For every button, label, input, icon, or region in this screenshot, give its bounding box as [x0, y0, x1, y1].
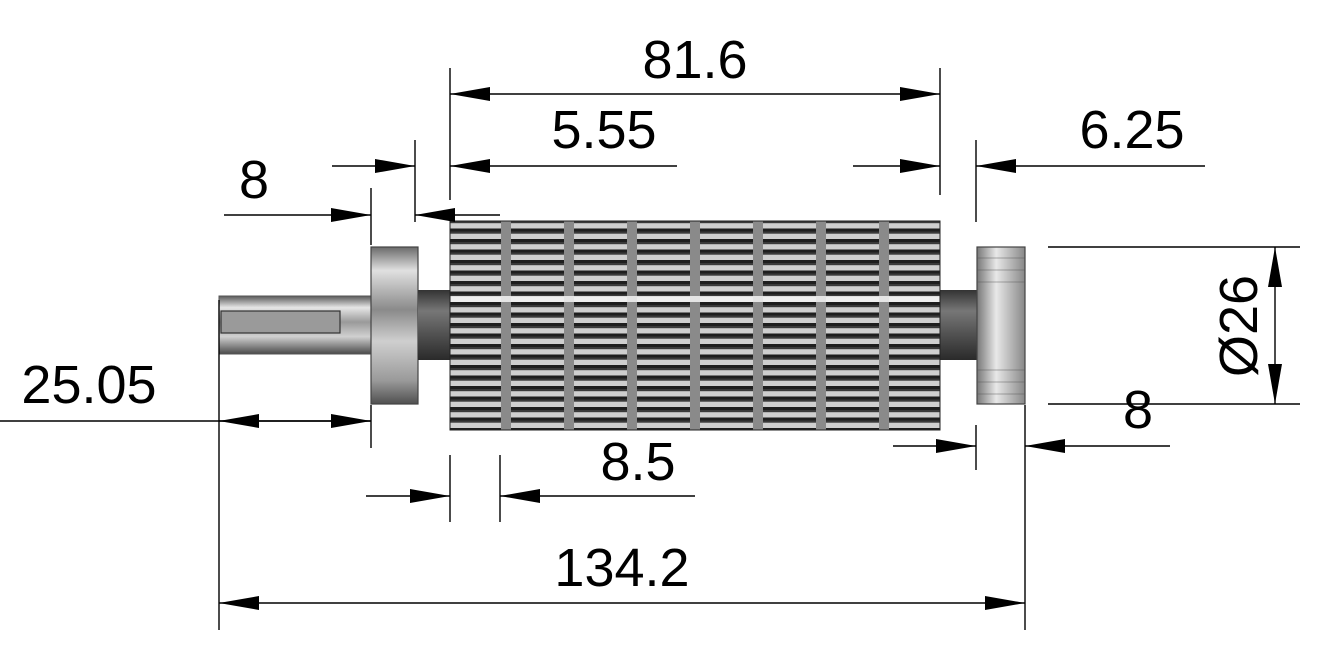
knurl-ring — [574, 221, 627, 430]
label-left-collar: 8 — [239, 150, 269, 210]
dimension-lines — [0, 68, 1300, 630]
dimension-labels: 81.6 5.55 6.25 8 25.05 8 8.5 134.2 Ø26 — [21, 30, 1269, 598]
right-neck — [940, 290, 977, 360]
knurl-ring — [763, 221, 816, 430]
knurl-ring — [889, 221, 940, 430]
knurl-ring — [511, 221, 564, 430]
knurl-ring — [826, 221, 879, 430]
roller-part — [218, 220, 1026, 431]
left-neck — [418, 290, 450, 360]
knurled-rings — [449, 220, 941, 431]
label-overall-length: 134.2 — [554, 538, 689, 598]
knurl-ring — [700, 221, 753, 430]
label-knurl-length: 81.6 — [642, 30, 747, 90]
label-left-gap: 5.55 — [551, 100, 656, 160]
knurl-ring — [450, 221, 501, 430]
label-left-shaft: 25.05 — [21, 355, 156, 415]
right-collar — [976, 246, 1026, 405]
label-right-gap: 6.25 — [1079, 100, 1184, 160]
label-right-collar: 8 — [1123, 380, 1153, 440]
knurl-ring — [637, 221, 690, 430]
label-ring-pitch: 8.5 — [600, 432, 675, 492]
keyway — [220, 310, 341, 334]
label-collar-diameter: Ø26 — [1209, 275, 1269, 377]
left-collar — [370, 246, 419, 405]
